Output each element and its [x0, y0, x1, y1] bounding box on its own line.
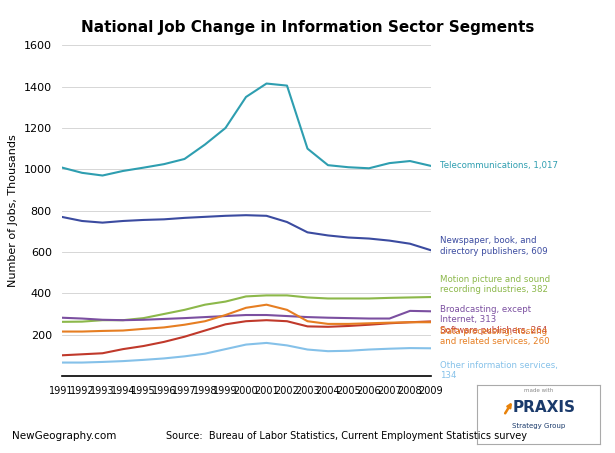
Text: Newspaper, book, and
directory publishers, 609: Newspaper, book, and directory publisher…: [440, 236, 547, 255]
Y-axis label: Number of Jobs, Thousands: Number of Jobs, Thousands: [8, 134, 18, 287]
Text: Broadcasting, except
Internet, 313: Broadcasting, except Internet, 313: [440, 305, 531, 324]
Text: Other information services,
134: Other information services, 134: [440, 361, 558, 381]
Text: Data processing, hosting
and related services, 260: Data processing, hosting and related ser…: [440, 327, 549, 347]
Text: NewGeography.com: NewGeography.com: [12, 431, 117, 441]
Text: PRAXIS: PRAXIS: [513, 400, 576, 415]
Text: made with: made with: [523, 388, 553, 394]
Text: Source:  Bureau of Labor Statistics, Current Employment Statistics survey: Source: Bureau of Labor Statistics, Curr…: [166, 431, 527, 441]
Text: National Job Change in Information Sector Segments: National Job Change in Information Secto…: [81, 20, 534, 35]
Text: Telecommunications, 1,017: Telecommunications, 1,017: [440, 161, 558, 170]
Text: Strategy Group: Strategy Group: [512, 423, 565, 429]
Text: Software publishers, 264: Software publishers, 264: [440, 326, 547, 335]
Text: Motion picture and sound
recording industries, 382: Motion picture and sound recording indus…: [440, 275, 550, 294]
